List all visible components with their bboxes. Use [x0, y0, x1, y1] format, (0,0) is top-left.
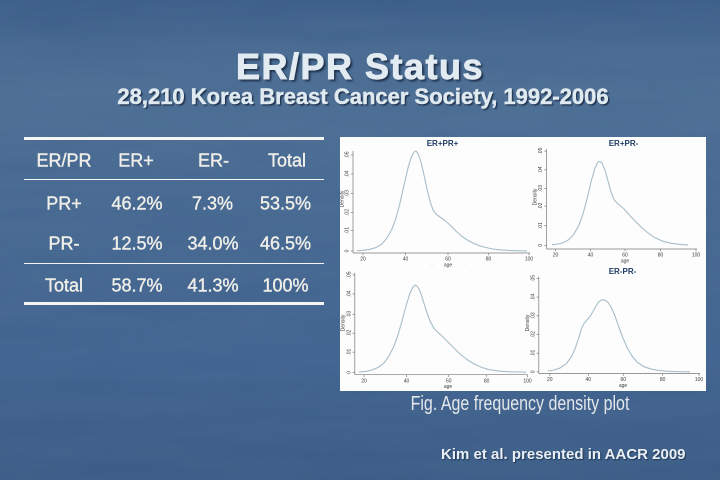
svg-text:40: 40	[404, 378, 410, 384]
svg-text:80: 80	[658, 253, 664, 259]
svg-text:.03: .03	[538, 185, 544, 192]
svg-text:.01: .01	[347, 349, 353, 356]
svg-text:40: 40	[403, 257, 409, 263]
svg-text:.03: .03	[531, 312, 537, 319]
svg-text:.02: .02	[531, 331, 537, 338]
svg-text:age: age	[621, 259, 630, 265]
svg-text:.01: .01	[345, 227, 351, 234]
svg-text:.04: .04	[345, 170, 351, 177]
svg-text:age: age	[444, 384, 453, 390]
svg-text:80: 80	[660, 377, 666, 383]
svg-text:Density: Density	[341, 314, 347, 331]
svg-text:80: 80	[484, 378, 490, 384]
svg-text:60: 60	[445, 257, 451, 263]
svg-text:0: 0	[347, 371, 353, 374]
svg-text:100: 100	[692, 253, 701, 259]
svg-text:100: 100	[525, 257, 534, 263]
svg-text:.03: .03	[345, 190, 351, 197]
svg-text:ER+PR-: ER+PR-	[609, 139, 639, 148]
svg-text:.03: .03	[347, 311, 353, 318]
svg-text:.05: .05	[538, 147, 544, 154]
svg-text:20: 20	[360, 257, 366, 263]
svg-text:.05: .05	[345, 151, 351, 158]
svg-text:Density: Density	[533, 188, 539, 205]
svg-text:.05: .05	[531, 275, 537, 282]
svg-text:age: age	[444, 263, 453, 269]
svg-text:60: 60	[446, 378, 452, 384]
svg-text:age: age	[619, 383, 628, 389]
svg-text:...: ...	[462, 262, 465, 267]
svg-text:80: 80	[486, 257, 492, 263]
svg-text:.01: .01	[531, 350, 537, 357]
svg-text:.02: .02	[347, 330, 353, 337]
svg-text:0: 0	[531, 370, 537, 373]
svg-text:40: 40	[588, 253, 594, 259]
svg-text:60: 60	[621, 377, 627, 383]
svg-text:.01: .01	[538, 222, 544, 229]
svg-text:.05: .05	[347, 271, 353, 278]
svg-text:ER-PR-: ER-PR-	[609, 267, 637, 276]
svg-text:....: ....	[430, 262, 434, 267]
svg-text:100: 100	[523, 378, 532, 384]
svg-text:Density: Density	[340, 190, 346, 207]
svg-text:0: 0	[538, 244, 544, 247]
svg-text:ER+PR+: ER+PR+	[427, 139, 459, 148]
svg-text:.04: .04	[531, 293, 537, 300]
svg-text:40: 40	[586, 377, 592, 383]
svg-text:.04: .04	[538, 166, 544, 173]
svg-text:20: 20	[361, 378, 367, 384]
svg-text:.02: .02	[538, 202, 544, 209]
svg-text:100: 100	[695, 377, 704, 383]
svg-text:.04: .04	[347, 290, 353, 297]
svg-text:60: 60	[622, 253, 628, 259]
svg-text:Density: Density	[525, 314, 531, 331]
svg-text:.02: .02	[345, 209, 351, 216]
svg-text:20: 20	[553, 253, 559, 259]
svg-text:20: 20	[547, 377, 553, 383]
svg-text:0: 0	[345, 249, 351, 252]
